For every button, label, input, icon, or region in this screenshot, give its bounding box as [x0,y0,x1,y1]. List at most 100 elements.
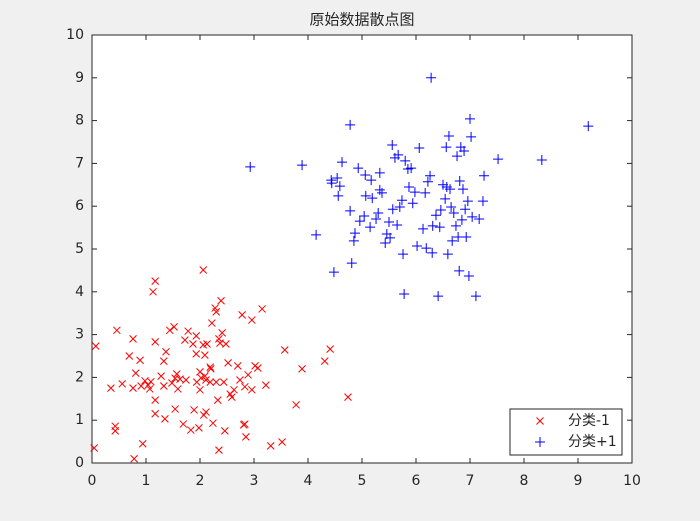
point [448,208,459,219]
point [186,426,195,434]
point [398,249,409,260]
x-tick-label: 2 [196,473,205,489]
point [536,154,547,165]
point [215,446,223,455]
point [433,291,444,302]
point [425,170,436,181]
point [203,340,211,348]
point [393,149,404,160]
point [477,196,488,207]
point [219,378,228,386]
point [427,247,438,258]
point [236,376,244,384]
point [137,382,145,390]
point [466,131,477,142]
point [371,214,382,225]
point [107,384,115,392]
y-tick-label: 1 [75,412,84,428]
point [202,376,210,384]
point [130,454,138,463]
point [354,216,365,227]
point [212,308,221,316]
point [360,190,371,201]
point [238,311,246,319]
point [151,277,160,285]
point [266,442,275,450]
y-tick-label: 3 [75,327,84,343]
point [435,205,446,216]
point [454,175,465,186]
point [412,241,423,252]
point [151,338,160,346]
point [217,296,225,305]
point [443,131,454,142]
point [463,270,474,281]
point [456,214,467,225]
point [206,378,215,386]
point [195,424,203,432]
point [445,184,456,195]
point [462,196,473,207]
point [253,364,262,372]
point [418,223,429,234]
point [349,228,360,239]
point [206,363,215,371]
legend-label: 分类+1 [568,434,617,450]
point [118,379,127,388]
point [474,214,485,225]
x-tick-label: 8 [520,473,529,489]
legend-label: 分类-1 [568,413,610,429]
point [460,204,471,215]
x-tick-label: 1 [142,473,151,489]
point [159,357,168,365]
point [171,405,180,413]
point [465,113,475,124]
point [162,347,170,356]
point [394,202,405,213]
point [442,249,453,260]
point [459,145,470,156]
point [346,258,357,269]
point [414,142,425,153]
point [441,142,452,153]
point [427,220,438,231]
point [184,327,192,336]
point [387,139,398,150]
y-tick-label: 0 [75,455,84,471]
point [240,382,249,391]
point [479,170,490,181]
point [244,370,252,379]
point [165,326,174,335]
point [201,351,209,359]
point [409,187,420,198]
point [400,155,411,166]
point [192,332,201,340]
point [345,205,356,216]
point [182,376,190,384]
point [196,385,204,394]
point [392,220,403,231]
point [112,326,121,335]
y-tick-label: 8 [75,113,84,129]
point [192,350,201,358]
point [333,190,344,201]
y-tick-label: 4 [75,284,84,300]
point [407,198,418,209]
point [125,352,134,360]
point [447,235,458,246]
point [374,167,385,178]
point [385,232,396,243]
point [467,211,478,222]
point [420,187,431,198]
point [311,229,322,240]
point [365,222,376,233]
point [213,396,222,404]
point [149,287,157,296]
point [332,172,343,183]
point [111,427,120,435]
y-tick-label: 6 [75,198,84,214]
point [337,157,348,168]
point [91,342,100,351]
point [396,195,407,206]
point [359,211,370,222]
